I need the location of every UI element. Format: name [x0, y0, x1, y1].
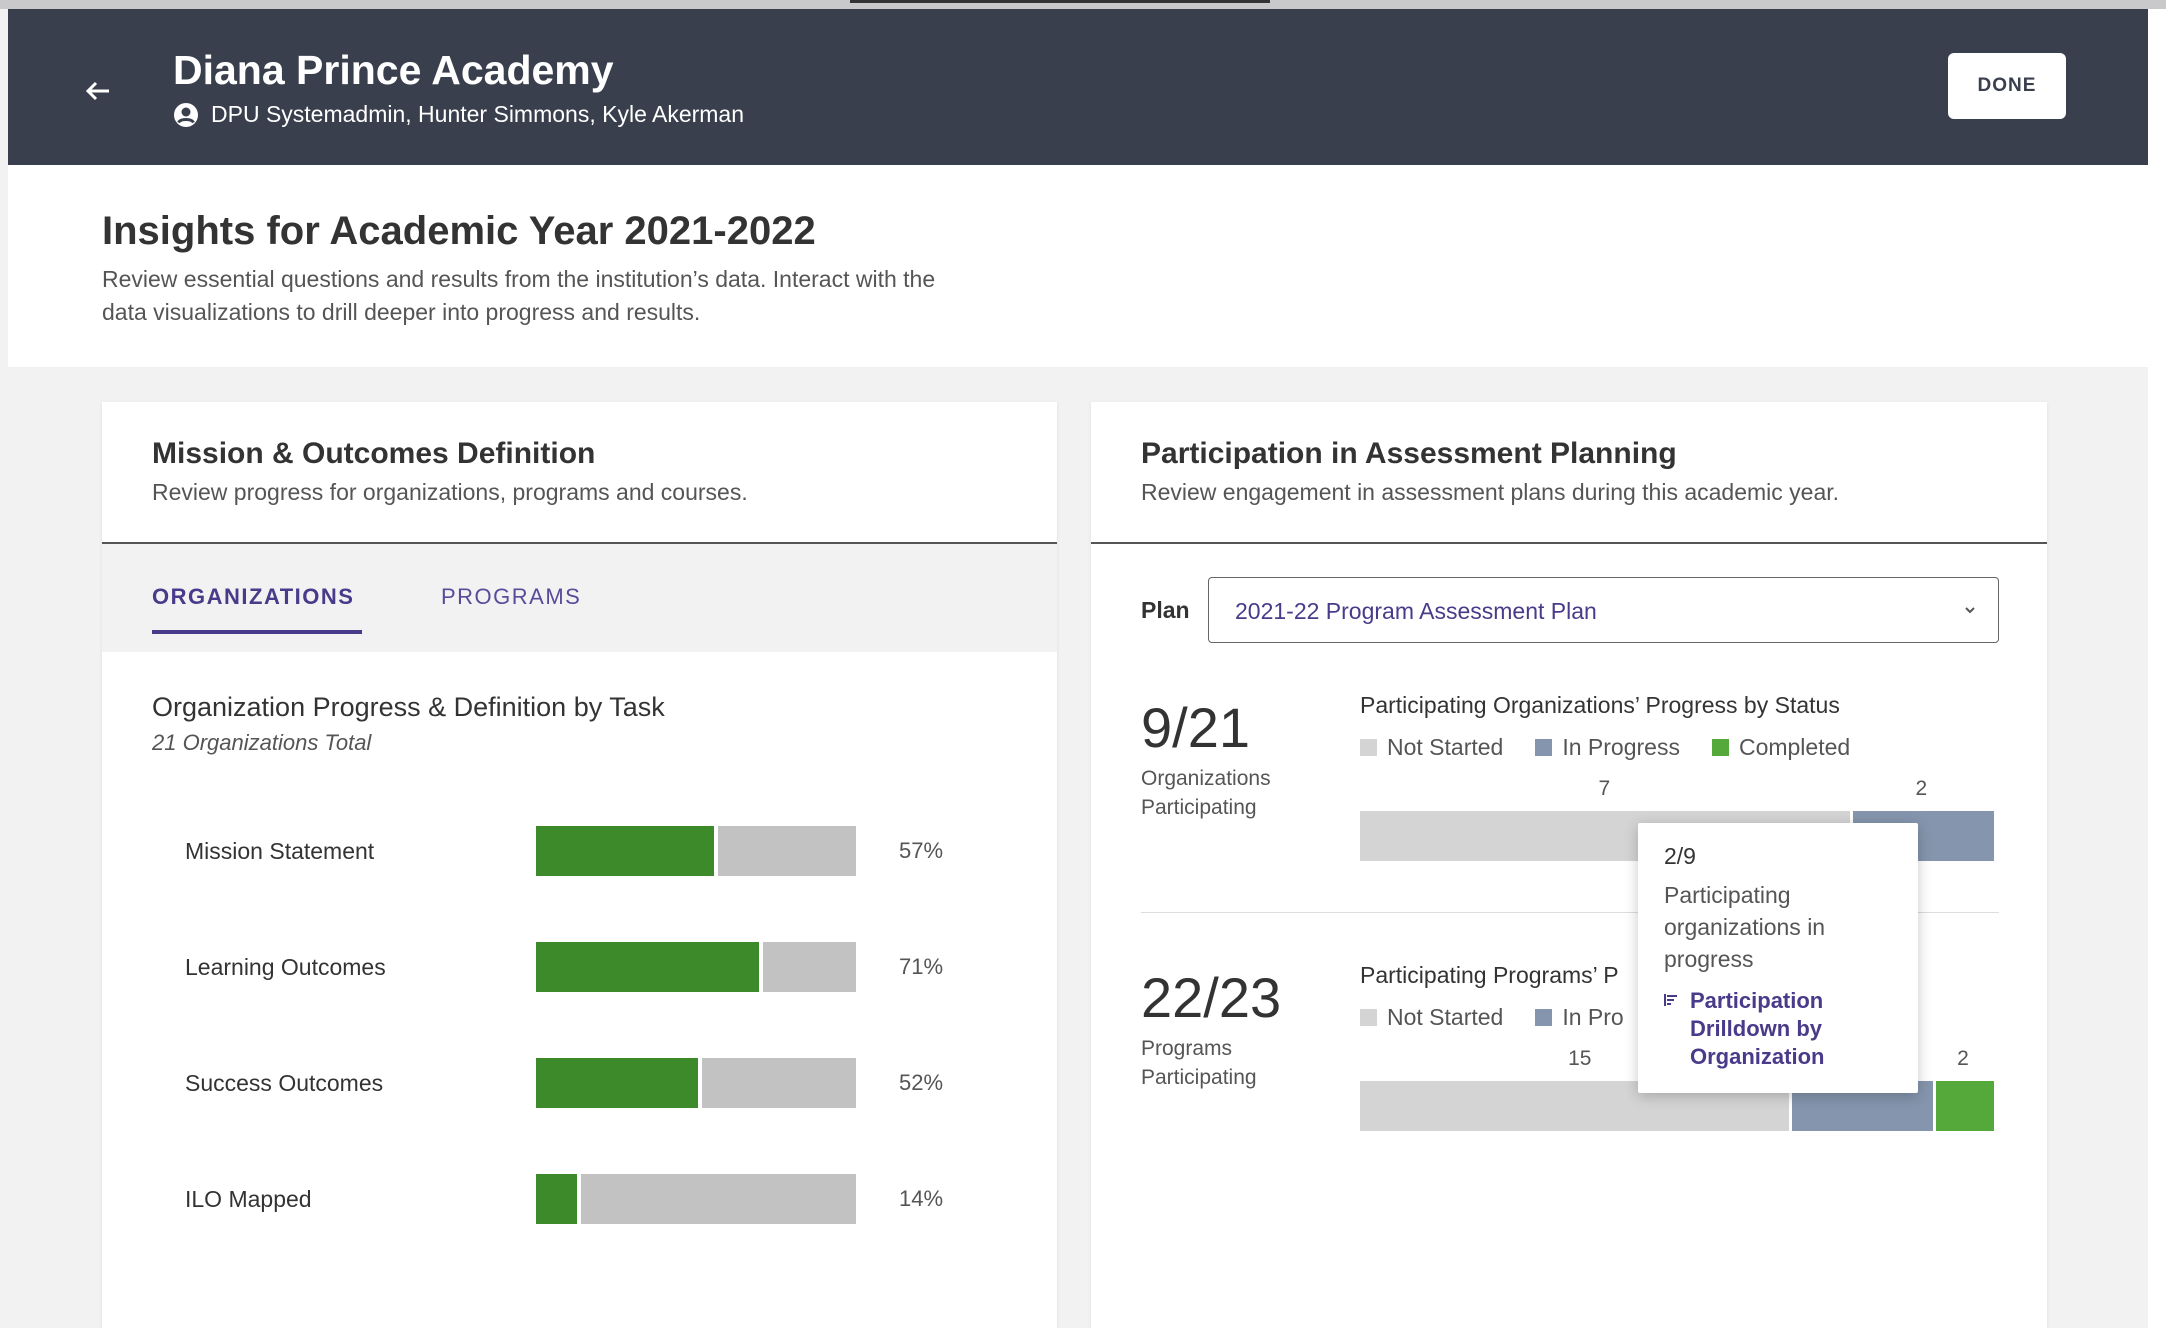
- header-title: Diana Prince Academy: [173, 47, 614, 93]
- page-description: Review essential questions and results f…: [102, 266, 936, 325]
- org-status-legend: Not Started In Progress Completed: [1360, 734, 1882, 761]
- tooltip-text: Participating organizations in progress: [1664, 882, 1826, 972]
- active-tab-underline: [152, 630, 362, 634]
- legend-swatch-in-progress: [1535, 739, 1553, 756]
- task-progress-fill: [536, 1058, 702, 1108]
- tabs-bar: ORGANIZATIONS PROGRAMS: [102, 544, 1057, 652]
- card-divider: [1091, 542, 2047, 544]
- page-right-edge: [2148, 9, 2166, 1328]
- participation-card-title: Participation in Assessment Planning: [1141, 437, 1677, 470]
- mission-card-subtitle: Review progress for organizations, progr…: [152, 479, 748, 505]
- page-title: Insights for Academic Year 2021-2022: [102, 209, 816, 253]
- task-progress-bar[interactable]: [536, 826, 856, 876]
- legend-not-started: Not Started: [1360, 734, 1503, 761]
- legend-label: Not Started: [1387, 734, 1504, 760]
- plan-label: Plan: [1141, 597, 1190, 623]
- tab-programs[interactable]: PROGRAMS: [441, 584, 582, 609]
- program-status-legend: Not Started In Pro: [1360, 1004, 1656, 1031]
- organizations-count: 9/21: [1141, 696, 1250, 759]
- browser-tab-indicator: [850, 0, 1270, 3]
- legend-label: In Pro: [1562, 1004, 1624, 1030]
- participation-card-subtitle: Review engagement in assessment plans du…: [1141, 479, 1840, 505]
- header-users-text: DPU Systemadmin, Hunter Simmons, Kyle Ak…: [211, 101, 745, 127]
- plan-select-value: 2021-22 Program Assessment Plan: [1235, 598, 1597, 624]
- task-progress-fill: [536, 826, 718, 876]
- task-percent: 71%: [899, 954, 944, 979]
- org-status-chart-title: Participating Organizations’ Progress by…: [1360, 692, 1840, 718]
- organizations-count-label: Organizations Participating: [1141, 767, 1271, 819]
- task-chart-subtitle: 21 Organizations Total: [152, 730, 372, 755]
- task-progress-bar[interactable]: [536, 942, 856, 992]
- mission-outcomes-card: Mission & Outcomes Definition Review pro…: [102, 402, 1057, 1328]
- status-segment-label: 7: [1598, 777, 1611, 800]
- browser-top-strip: [0, 0, 2166, 9]
- status-segment-label: 2: [1915, 777, 1928, 800]
- drilldown-icon: [1662, 991, 1680, 1009]
- done-button[interactable]: DONE: [1948, 53, 2066, 119]
- legend-swatch-in-progress: [1535, 1009, 1553, 1026]
- task-row[interactable]: Mission Statement 57%: [102, 826, 1057, 876]
- section-divider: [1141, 912, 1999, 913]
- legend-not-started: Not Started: [1360, 1004, 1503, 1031]
- task-label: ILO Mapped: [185, 1186, 312, 1212]
- legend-swatch-not-started: [1360, 739, 1377, 756]
- task-progress-fill: [536, 1174, 581, 1224]
- card-divider: [102, 542, 1057, 544]
- legend-in-progress: In Pro: [1535, 1004, 1624, 1031]
- legend-in-progress: In Progress: [1535, 734, 1680, 761]
- programs-count: 22/23: [1141, 966, 1282, 1029]
- task-progress-fill: [536, 942, 763, 992]
- legend-completed: Completed: [1711, 734, 1851, 761]
- task-chart-title: Organization Progress & Definition by Ta…: [152, 692, 665, 722]
- account-circle-icon: [173, 102, 199, 128]
- task-row[interactable]: Success Outcomes 52%: [102, 1058, 1057, 1108]
- task-percent: 57%: [899, 838, 944, 863]
- tab-organizations[interactable]: ORGANIZATIONS: [152, 584, 355, 609]
- chart-tooltip: 2/9 Participating organizations in progr…: [1638, 823, 1918, 1093]
- task-percent: 14%: [899, 1186, 944, 1211]
- task-percent: 52%: [899, 1070, 944, 1095]
- task-label: Learning Outcomes: [185, 954, 386, 980]
- legend-swatch-completed: [1711, 739, 1729, 756]
- drilldown-link[interactable]: Participation Drilldown by Organization: [1690, 988, 1825, 1069]
- legend-label: Not Started: [1387, 1004, 1504, 1030]
- task-label: Mission Statement: [185, 838, 375, 864]
- intro-section: Insights for Academic Year 2021-2022 Rev…: [8, 165, 2148, 367]
- status-segment-completed[interactable]: [1936, 1081, 1994, 1131]
- program-status-chart-title: Participating Programs’ P: [1360, 962, 1619, 988]
- task-row[interactable]: Learning Outcomes 71%: [102, 942, 1057, 992]
- status-segment-label: 15: [1568, 1047, 1592, 1070]
- chevron-down-icon: [1960, 600, 1980, 620]
- app-header: Diana Prince Academy DPU Systemadmin, Hu…: [8, 9, 2148, 165]
- task-label: Success Outcomes: [185, 1070, 384, 1096]
- task-progress-bar[interactable]: [536, 1058, 856, 1108]
- legend-swatch-not-started: [1360, 1009, 1377, 1026]
- programs-count-label: Programs Participating: [1141, 1037, 1257, 1089]
- task-progress-bar[interactable]: [536, 1174, 856, 1224]
- header-users: DPU Systemadmin, Hunter Simmons, Kyle Ak…: [173, 101, 744, 128]
- tooltip-value: 2/9: [1664, 843, 1696, 869]
- plan-select[interactable]: 2021-22 Program Assessment Plan: [1208, 577, 1999, 643]
- mission-card-title: Mission & Outcomes Definition: [152, 437, 596, 470]
- legend-label: Completed: [1738, 734, 1851, 760]
- task-row[interactable]: ILO Mapped 14%: [102, 1174, 1057, 1224]
- status-segment-label: 2: [1957, 1047, 1969, 1070]
- legend-label: In Progress: [1562, 734, 1680, 760]
- back-arrow-icon[interactable]: [78, 71, 118, 111]
